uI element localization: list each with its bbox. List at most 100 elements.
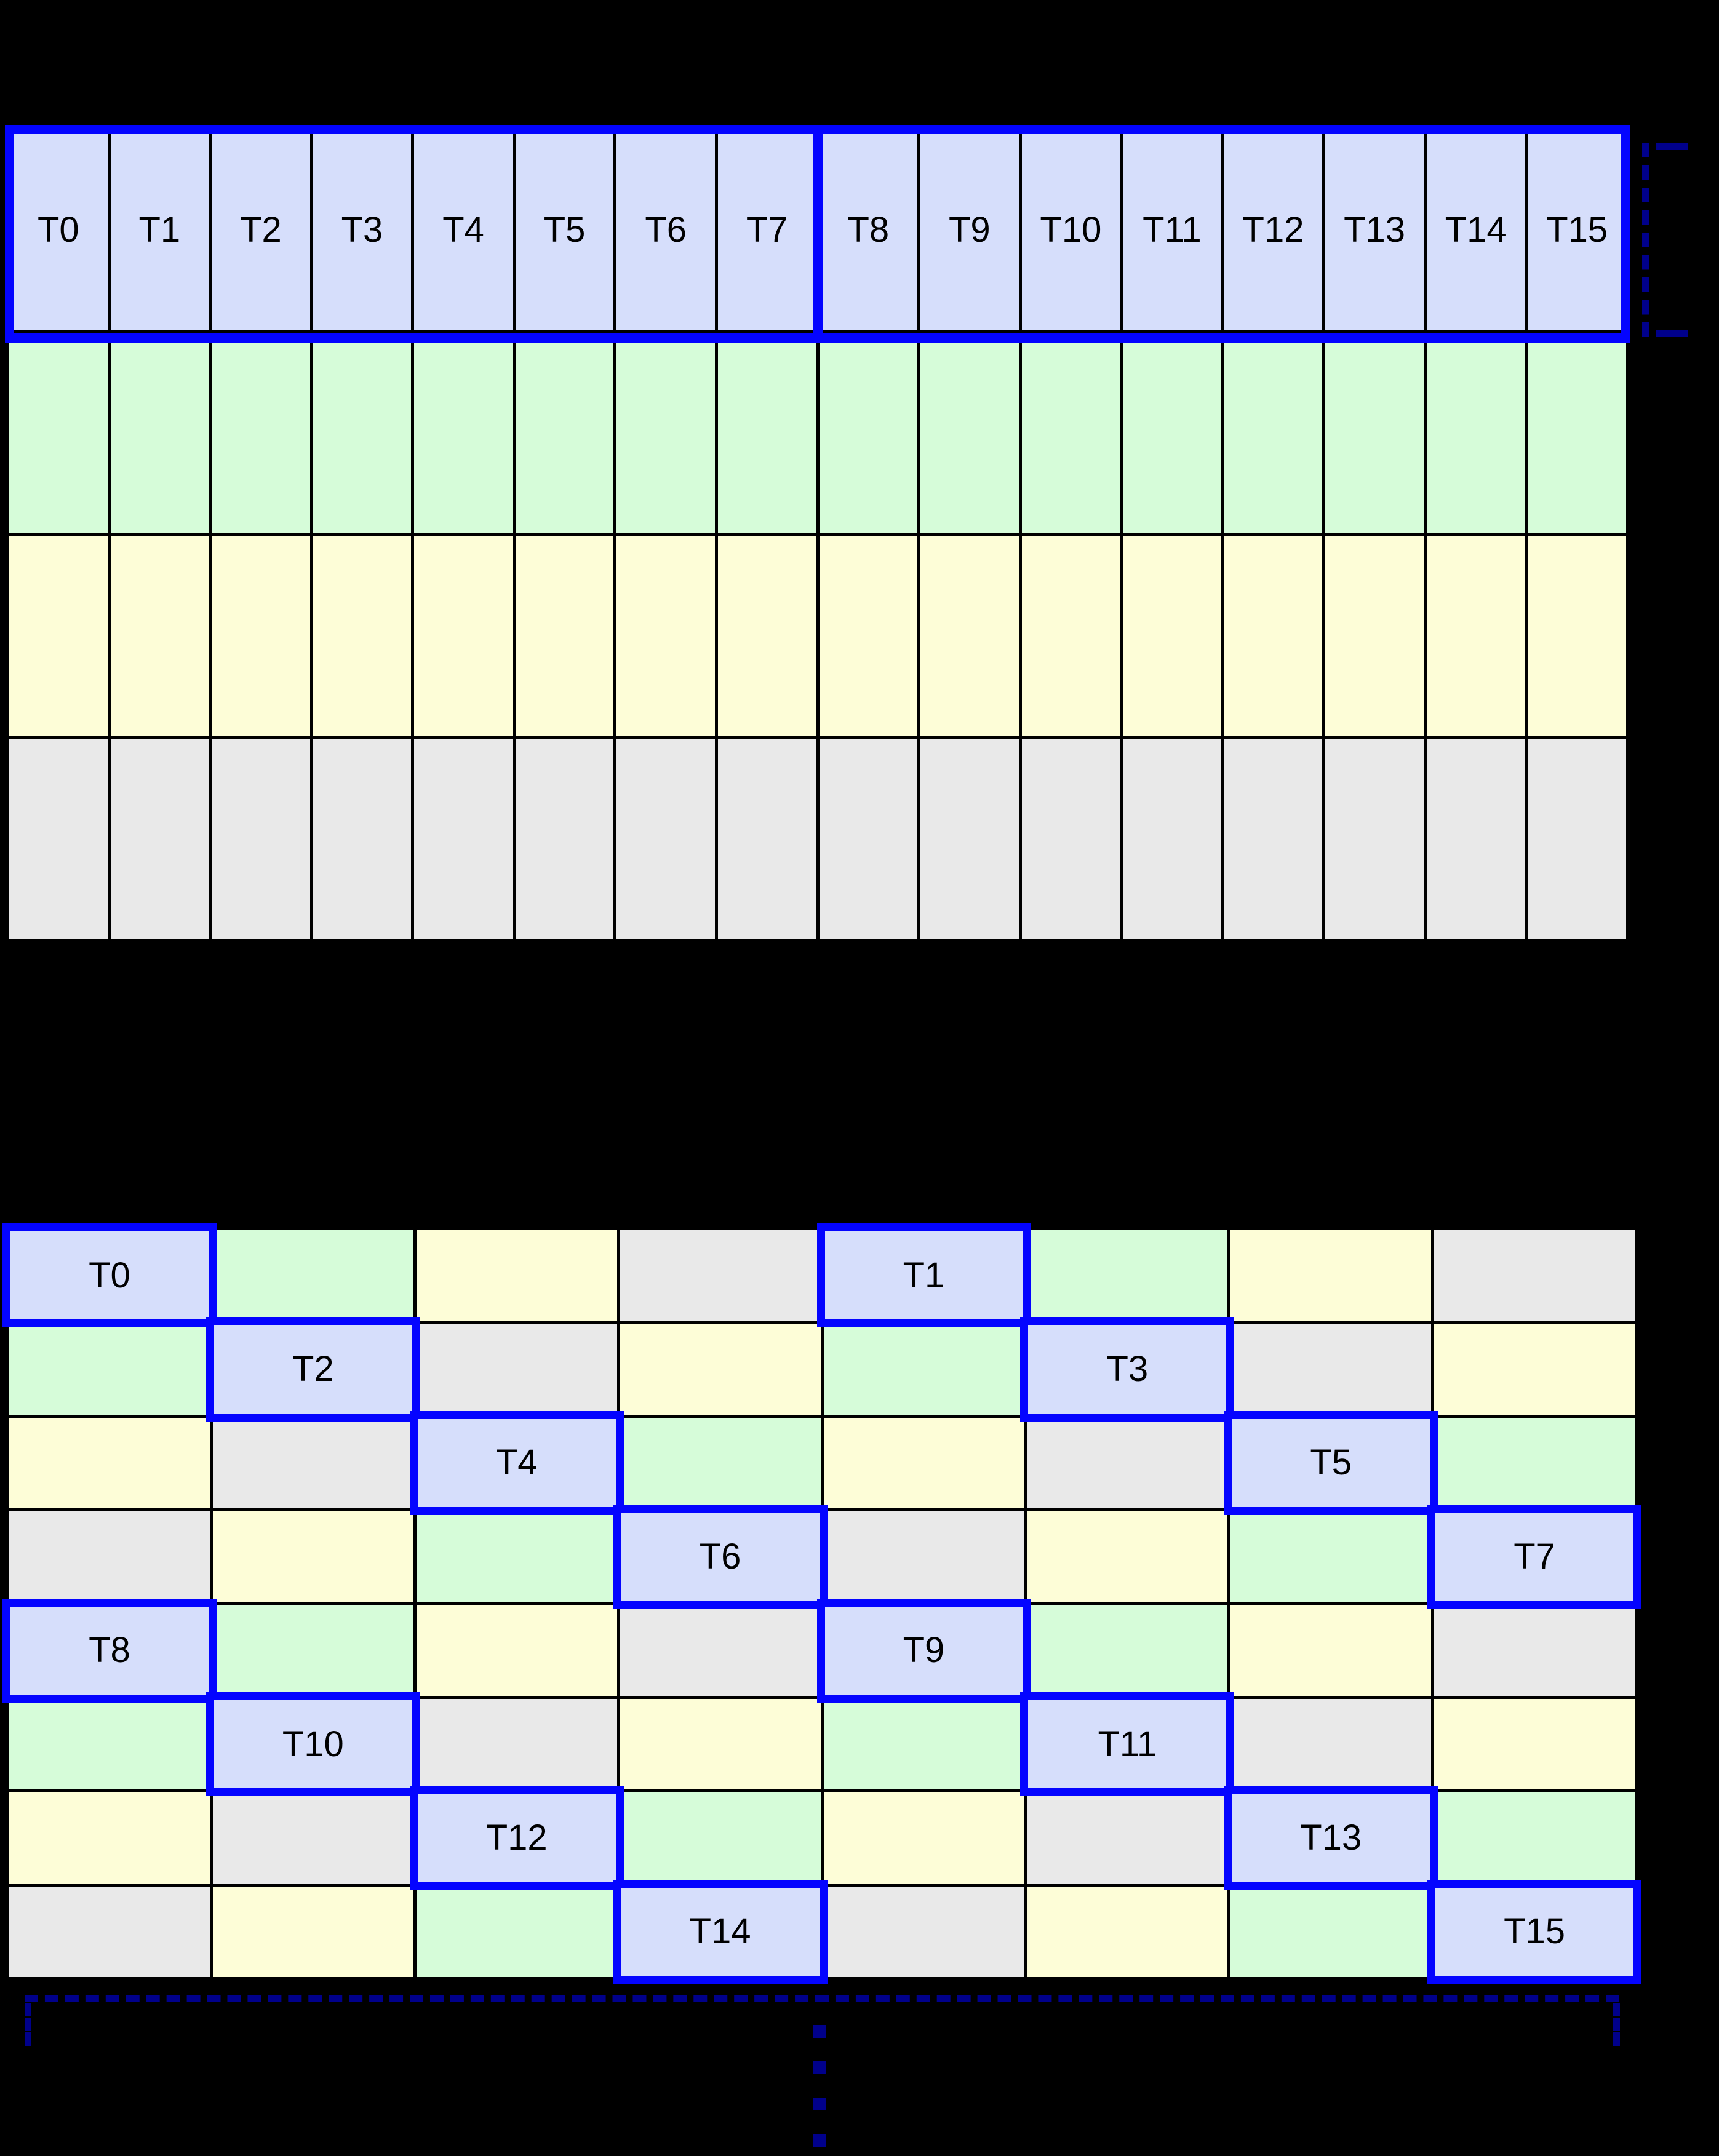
memory-cell	[1325, 739, 1424, 939]
thread-cell: T15	[1528, 130, 1626, 330]
memory-cell	[1027, 1887, 1227, 1977]
memory-cell	[111, 333, 209, 533]
memory-cell	[414, 739, 513, 939]
memory-cell	[1230, 1324, 1431, 1414]
memory-cell	[313, 333, 412, 533]
thread-cell: T15	[1434, 1887, 1635, 1977]
memory-cell	[9, 536, 108, 736]
memory-cell	[616, 739, 715, 939]
continuation-dots	[813, 2025, 826, 2147]
row-height-bracket-top-tick	[1656, 143, 1688, 150]
memory-cell	[417, 1699, 617, 1789]
memory-cell	[9, 1324, 210, 1414]
memory-cell	[1230, 1887, 1431, 1977]
memory-cell	[417, 1230, 617, 1321]
continuation-dot	[813, 2098, 826, 2110]
memory-cell	[820, 333, 918, 533]
memory-cell	[1027, 1511, 1227, 1602]
memory-cell	[1528, 333, 1626, 533]
continuation-dot	[813, 2061, 826, 2074]
thread-cell: T6	[616, 130, 715, 330]
thread-cell: T5	[516, 130, 614, 330]
thread-cell: T13	[1230, 1792, 1431, 1883]
memory-cell	[1224, 333, 1323, 533]
memory-cell	[1528, 739, 1626, 939]
thread-cell: T14	[1427, 130, 1525, 330]
memory-cell	[9, 1887, 210, 1977]
thread-cell: T14	[620, 1887, 821, 1977]
memory-cell	[213, 1230, 413, 1321]
memory-cell	[1022, 333, 1120, 533]
memory-cell	[212, 536, 310, 736]
memory-cell	[1325, 333, 1424, 533]
memory-cell	[111, 739, 209, 939]
memory-cell	[417, 1605, 617, 1696]
memory-cell	[1427, 739, 1525, 939]
thread-cell: T9	[920, 130, 1019, 330]
memory-cell	[1427, 536, 1525, 736]
memory-cell	[1230, 1511, 1431, 1602]
memory-cell	[9, 333, 108, 533]
memory-cell	[9, 1792, 210, 1883]
memory-cell	[718, 536, 816, 736]
memory-cell	[620, 1324, 821, 1414]
memory-cell	[213, 1792, 413, 1883]
thread-cell: T9	[824, 1605, 1024, 1696]
table-width-bracket-right-tick	[1613, 2003, 1620, 2046]
continuation-dot	[813, 2134, 826, 2147]
memory-cell	[1022, 739, 1120, 939]
memory-cell	[616, 536, 715, 736]
memory-cell	[920, 333, 1019, 533]
memory-cell	[1224, 536, 1323, 736]
thread-cell: T11	[1027, 1699, 1227, 1789]
thread-cell: T3	[1027, 1324, 1227, 1414]
memory-cell	[616, 333, 715, 533]
memory-cell	[1434, 1792, 1635, 1883]
memory-cell	[213, 1511, 413, 1602]
memory-cell	[516, 333, 614, 533]
thread-cell: T2	[213, 1324, 413, 1414]
memory-cell	[414, 333, 513, 533]
memory-cell	[1528, 536, 1626, 736]
memory-cell	[417, 1887, 617, 1977]
memory-cell	[313, 536, 412, 736]
memory-cell	[820, 739, 918, 939]
memory-cell	[1022, 536, 1120, 736]
thread-cell: T1	[824, 1230, 1024, 1321]
memory-cell	[824, 1511, 1024, 1602]
memory-cell	[1230, 1699, 1431, 1789]
thread-cell: T0	[9, 1230, 210, 1321]
memory-cell	[1230, 1230, 1431, 1321]
memory-cell	[1123, 536, 1221, 736]
memory-cell	[920, 739, 1019, 939]
memory-cell	[1224, 739, 1323, 939]
thread-cell: T11	[1123, 130, 1221, 330]
thread-cell: T7	[1434, 1511, 1635, 1602]
memory-cell	[417, 1511, 617, 1602]
thread-cell: T2	[212, 130, 310, 330]
memory-cell	[1027, 1418, 1227, 1508]
memory-cell	[620, 1699, 821, 1789]
coalesced-access-table: T0T1T2T3T4T5T6T7T8T9T10T11T12T13T14T15	[6, 127, 1629, 942]
memory-cell	[718, 739, 816, 939]
thread-cell: T3	[313, 130, 412, 330]
memory-cell	[313, 739, 412, 939]
memory-cell	[414, 536, 513, 736]
memory-cell	[9, 739, 108, 939]
memory-cell	[620, 1418, 821, 1508]
thread-cell: T13	[1325, 130, 1424, 330]
memory-cell	[824, 1792, 1024, 1883]
memory-cell	[9, 1511, 210, 1602]
thread-cell: T1	[111, 130, 209, 330]
memory-cell	[1434, 1230, 1635, 1321]
memory-cell	[920, 536, 1019, 736]
row-height-bracket-bottom-tick	[1656, 330, 1688, 337]
memory-cell	[620, 1230, 821, 1321]
memory-cell	[620, 1792, 821, 1883]
row-height-bracket-line	[1642, 143, 1649, 337]
memory-cell	[1027, 1605, 1227, 1696]
memory-cell	[1427, 333, 1525, 533]
memory-cell	[213, 1887, 413, 1977]
memory-cell	[212, 333, 310, 533]
thread-cell: T0	[9, 130, 108, 330]
